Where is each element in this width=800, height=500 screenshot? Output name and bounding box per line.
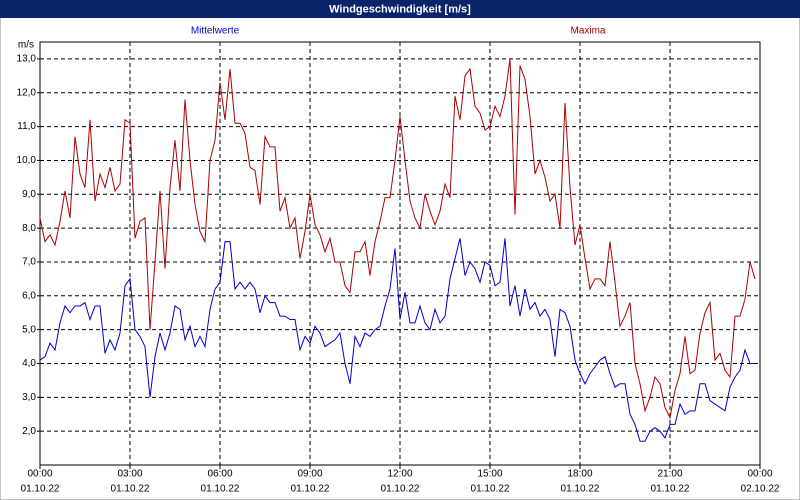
x-tick-label: 00:00	[27, 469, 52, 480]
y-tick-label: 10,0	[17, 155, 37, 166]
y-tick-label: 4,0	[22, 358, 36, 369]
chart-title: Windgeschwindigkeit [m/s]	[329, 3, 471, 15]
y-tick-label: 3,0	[22, 392, 36, 403]
series-line	[39, 238, 755, 442]
x-tick-date: 01.10.22	[561, 484, 600, 495]
x-tick-date: 01.10.22	[471, 484, 510, 495]
x-tick-date: 01.10.22	[651, 484, 690, 495]
y-tick-label: 11,0	[17, 121, 36, 132]
x-tick-date: 01.10.22	[291, 484, 330, 495]
x-tick-label: 06:00	[207, 469, 232, 480]
y-tick-label: 5,0	[22, 324, 36, 335]
x-tick-label: 12:00	[387, 469, 412, 480]
legend-label: Maxima	[570, 26, 605, 37]
y-tick-label: 2,0	[22, 426, 36, 437]
y-tick-label: 6,0	[22, 290, 36, 301]
x-tick-date: 02.10.22	[741, 484, 780, 495]
y-tick-label: 13,0	[17, 54, 37, 65]
y-tick-label: 7,0	[22, 257, 36, 268]
title-bar	[0, 0, 800, 18]
y-tick-label: 9,0	[22, 189, 36, 200]
x-tick-date: 01.10.22	[381, 484, 420, 495]
y-tick-label: 8,0	[22, 223, 36, 234]
x-tick-label: 18:00	[567, 469, 592, 480]
x-tick-label: 03:00	[117, 469, 142, 480]
x-tick-date: 01.10.22	[111, 484, 150, 495]
x-tick-label: 15:00	[477, 469, 502, 480]
y-axis-label: m/s	[18, 40, 34, 51]
x-tick-date: 01.10.22	[21, 484, 60, 495]
y-tick-label: 12,0	[17, 87, 37, 98]
x-tick-date: 01.10.22	[201, 484, 240, 495]
legend-label: Mittelwerte	[191, 26, 240, 37]
x-tick-label: 21:00	[657, 469, 682, 480]
x-tick-label: 00:00	[747, 469, 772, 480]
x-tick-label: 09:00	[297, 469, 322, 480]
series-line	[39, 58, 756, 420]
